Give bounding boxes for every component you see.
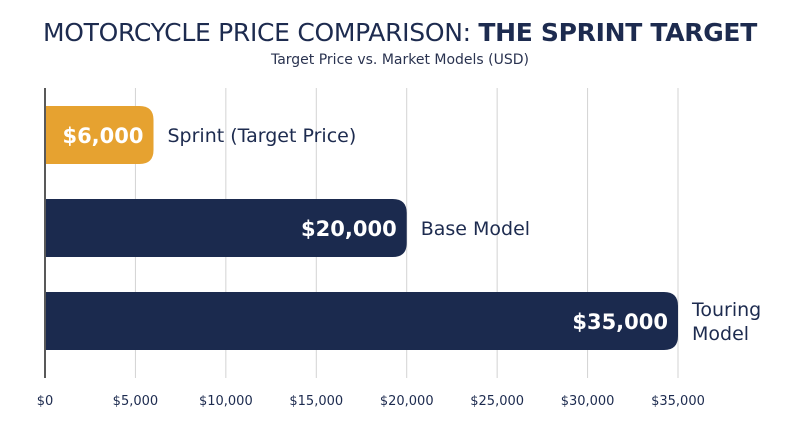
category-label-line: Touring [691,299,761,321]
bar-category-label-1: Sprint (Target Price) [168,125,357,147]
x-tick-label-2: $10,000 [199,394,253,409]
x-tick-label-3: $15,000 [289,394,343,409]
chart-title-bold: THE SPRINT TARGET [478,18,757,47]
bar-value-label-2: $20,000 [301,217,397,241]
chart-title: MOTORCYCLE PRICE COMPARISON: THE SPRINT … [0,18,800,47]
x-tick-label-4: $20,000 [380,394,434,409]
category-label-line: Base Model [421,218,530,240]
bar-value-label-3: $35,000 [572,310,668,334]
x-tick-label-0: $0 [37,394,54,409]
chart-title-main: MOTORCYCLE PRICE COMPARISON: [43,18,479,47]
bar-2 [46,199,407,257]
category-label-line: Sprint (Target Price) [168,125,357,147]
category-label-line: Model [692,323,749,345]
x-tick-label-1: $5,000 [113,394,159,409]
x-tick-label-7: $35,000 [651,394,705,409]
chart-subtitle: Target Price vs. Market Models (USD) [270,52,530,68]
x-tick-label-5: $25,000 [470,394,524,409]
bar-category-label-3: Touring Model [691,299,761,345]
bar-value-label-1: $6,000 [62,124,143,148]
bar-1 [46,106,154,164]
bar-3 [46,292,678,350]
x-tick-label-6: $30,000 [561,394,615,409]
bar-category-label-2: Base Model [421,218,530,240]
